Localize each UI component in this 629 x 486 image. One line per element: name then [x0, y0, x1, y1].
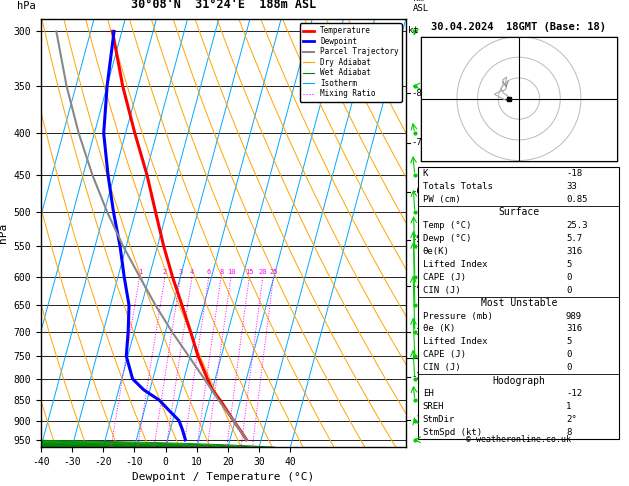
Text: -3: -3 — [411, 328, 422, 337]
Text: StmDir: StmDir — [423, 415, 455, 424]
Text: -2: -2 — [411, 372, 422, 381]
Text: 0: 0 — [566, 273, 571, 282]
Text: θe (K): θe (K) — [423, 325, 455, 333]
Text: 6: 6 — [207, 268, 211, 275]
Text: kt: kt — [408, 26, 418, 35]
Text: Most Unstable: Most Unstable — [481, 298, 557, 308]
Legend: Temperature, Dewpoint, Parcel Trajectory, Dry Adiabat, Wet Adiabat, Isotherm, Mi: Temperature, Dewpoint, Parcel Trajectory… — [299, 23, 402, 102]
Text: 25.3: 25.3 — [566, 221, 587, 230]
Text: Pressure (mb): Pressure (mb) — [423, 312, 493, 321]
Text: 5: 5 — [566, 260, 571, 269]
Text: Mixing Ratio (g/kg): Mixing Ratio (g/kg) — [425, 211, 434, 298]
Text: 0: 0 — [566, 350, 571, 360]
Text: 30.04.2024  18GMT (Base: 18): 30.04.2024 18GMT (Base: 18) — [431, 21, 606, 32]
Text: CIN (J): CIN (J) — [423, 364, 460, 372]
Text: -5: -5 — [411, 235, 422, 244]
Text: CIN (J): CIN (J) — [423, 286, 460, 295]
Text: -7: -7 — [411, 139, 422, 147]
Text: 0: 0 — [566, 286, 571, 295]
Text: Hodograph: Hodograph — [493, 376, 545, 386]
Text: 0: 0 — [566, 364, 571, 372]
Text: 0.85: 0.85 — [566, 195, 587, 204]
FancyBboxPatch shape — [421, 36, 617, 160]
Text: 316: 316 — [566, 247, 582, 256]
Text: 8: 8 — [566, 428, 571, 437]
Text: 15: 15 — [245, 268, 253, 275]
Text: 3: 3 — [179, 268, 183, 275]
Text: -6: -6 — [411, 188, 422, 196]
Text: Temp (°C): Temp (°C) — [423, 221, 471, 230]
Text: 1: 1 — [138, 268, 142, 275]
Text: 5.7: 5.7 — [566, 234, 582, 243]
Y-axis label: hPa: hPa — [0, 223, 8, 243]
Text: 25: 25 — [269, 268, 278, 275]
Text: 33: 33 — [566, 182, 577, 191]
Text: LCL: LCL — [418, 354, 433, 363]
Text: hPa: hPa — [17, 1, 36, 11]
Text: CAPE (J): CAPE (J) — [423, 273, 465, 282]
Text: 316: 316 — [566, 325, 582, 333]
Text: PW (cm): PW (cm) — [423, 195, 460, 204]
Text: 30°08'N  31°24'E  188m ASL: 30°08'N 31°24'E 188m ASL — [131, 0, 316, 11]
Text: 20: 20 — [259, 268, 267, 275]
Text: SREH: SREH — [423, 402, 444, 411]
Text: 4: 4 — [190, 268, 194, 275]
Text: Lifted Index: Lifted Index — [423, 337, 487, 347]
Text: Dewp (°C): Dewp (°C) — [423, 234, 471, 243]
Text: 5: 5 — [566, 337, 571, 347]
Text: -18: -18 — [566, 169, 582, 178]
X-axis label: Dewpoint / Temperature (°C): Dewpoint / Temperature (°C) — [132, 472, 314, 483]
Text: StmSpd (kt): StmSpd (kt) — [423, 428, 482, 437]
Text: 989: 989 — [566, 312, 582, 321]
Text: 2°: 2° — [566, 415, 577, 424]
Text: -12: -12 — [566, 389, 582, 399]
Text: © weatheronline.co.uk: © weatheronline.co.uk — [467, 434, 571, 444]
Text: -4: -4 — [411, 282, 422, 291]
Text: km
ASL: km ASL — [413, 0, 429, 13]
Text: -8: -8 — [411, 88, 422, 98]
Text: Lifted Index: Lifted Index — [423, 260, 487, 269]
Text: 1: 1 — [566, 402, 571, 411]
Text: 10: 10 — [227, 268, 235, 275]
Text: Totals Totals: Totals Totals — [423, 182, 493, 191]
Text: CAPE (J): CAPE (J) — [423, 350, 465, 360]
Text: 8: 8 — [219, 268, 223, 275]
Text: 2: 2 — [163, 268, 167, 275]
Text: EH: EH — [423, 389, 433, 399]
Text: θe(K): θe(K) — [423, 247, 450, 256]
Text: -1: -1 — [411, 416, 422, 424]
Text: Surface: Surface — [498, 208, 540, 217]
Text: K: K — [423, 169, 428, 178]
